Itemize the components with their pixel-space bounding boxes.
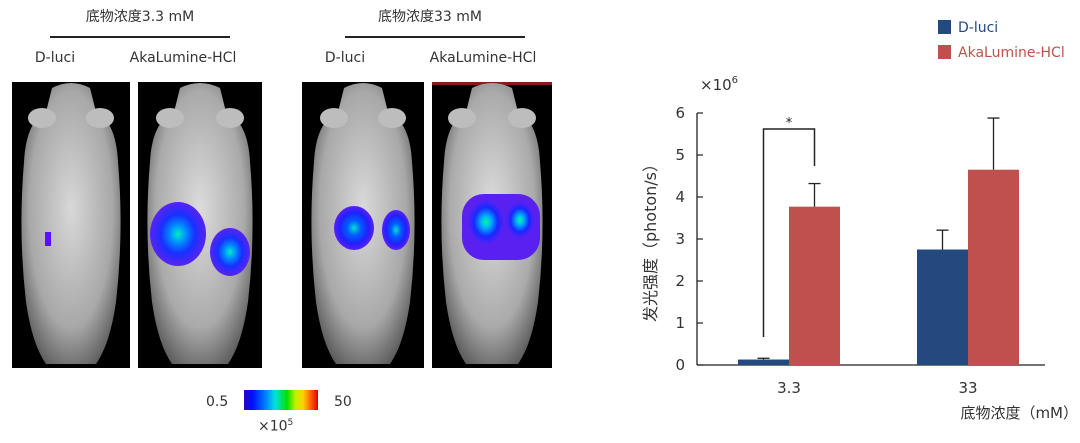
mouse-image-dluci-33mm (302, 82, 424, 368)
legend-label-0: D-luci (958, 20, 998, 36)
legend-swatch-1 (938, 45, 951, 59)
group-divider-33mm (345, 36, 525, 38)
significance-bracket (762, 128, 816, 337)
mouse-image-dluci-3-3mm (12, 82, 130, 368)
bar-chart: 0 1 2 3 4 5 6 ×106 发光强度（photon/s） 3.3 33 * 底物浓度（mM） D… (641, 20, 1078, 422)
bar-0-1 (917, 249, 968, 365)
x-tick-label: 33 (958, 379, 977, 397)
bar-1-1 (968, 169, 1019, 365)
y-tick-label: 6 (675, 104, 685, 122)
y-axis-multiplier: ×106 (700, 75, 738, 94)
y-axis-label: 发光强度（photon/s） (641, 156, 660, 322)
column-label-akalumine-3-3mm: AkaLumine-HCl (129, 50, 237, 66)
column-label-akalumine-33mm: AkaLumine-HCl (429, 50, 537, 66)
colorbar-unit-label: ×105 (258, 418, 294, 435)
y-tick-label: 4 (675, 188, 685, 206)
group-header-3-3mm: 底物浓度3.3 mM (85, 9, 195, 25)
column-label-dluci-33mm: D-luci (324, 50, 366, 66)
bar-0-0 (738, 359, 789, 365)
colorbar (244, 390, 318, 410)
group-header-33mm: 底物浓度33 mM (378, 9, 482, 25)
legend-label-1: AkaLumine-HCl (958, 45, 1065, 61)
y-tick-label: 1 (675, 314, 685, 332)
y-tick-label: 3 (675, 230, 685, 248)
bar-1-0 (789, 206, 840, 365)
x-tick-label: 3.3 (777, 379, 801, 397)
y-tick-label: 0 (675, 356, 685, 374)
group-divider-3-3mm (50, 36, 230, 38)
colorbar-max-label: 50 (334, 394, 352, 410)
x-axis-label: 底物浓度（mM） (960, 404, 1078, 422)
mouse-image-akalumine-33mm (432, 82, 552, 368)
significance-marker: * (786, 116, 793, 131)
y-tick-label: 2 (675, 272, 685, 290)
legend-swatch-0 (938, 20, 951, 34)
column-label-dluci-3-3mm: D-luci (34, 50, 76, 66)
mouse-image-akalumine-3-3mm (138, 82, 262, 368)
colorbar-min-label: 0.5 (206, 394, 229, 410)
y-tick-label: 5 (675, 146, 685, 164)
